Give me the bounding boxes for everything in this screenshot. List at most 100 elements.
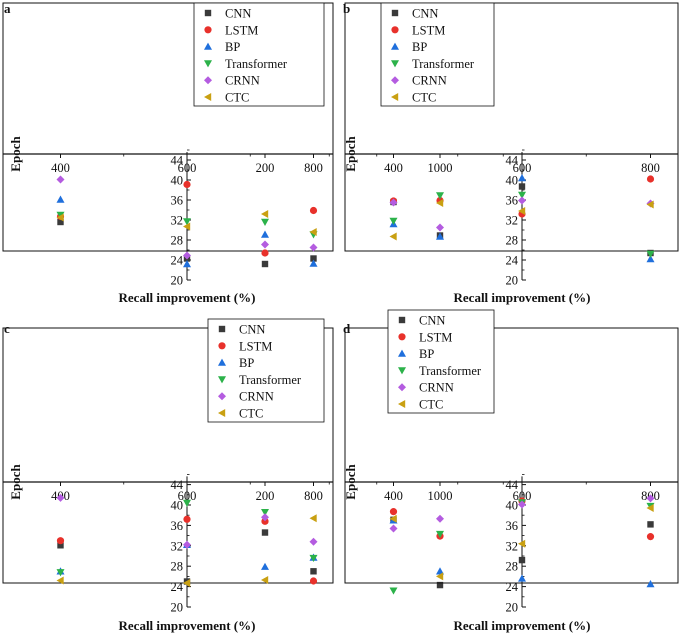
data-point	[56, 175, 65, 184]
data-point	[389, 587, 398, 595]
data-point	[261, 230, 269, 238]
series-cnn	[261, 183, 654, 268]
legend-label: CRNN	[412, 74, 447, 88]
legend: CNN LSTM BP Transformer CRNN CTC	[380, 2, 495, 107]
y-tick-label: 32	[506, 539, 519, 553]
series-transformer	[261, 499, 655, 595]
data-point	[261, 508, 269, 517]
data-point	[310, 568, 317, 575]
legend-box	[380, 2, 495, 107]
x-axis-title: Recall improvement (%)	[454, 618, 591, 633]
plot-frame	[2, 327, 334, 584]
x-tick-label: 600	[178, 489, 197, 503]
y-axis-title: Epoch	[8, 136, 23, 172]
legend-marker	[204, 9, 212, 17]
x-tick-label: 1000	[428, 161, 453, 175]
data-point	[183, 180, 191, 189]
y-tick-label: 44	[506, 478, 519, 492]
series-crnn	[56, 493, 444, 549]
y-tick-label: 24	[506, 580, 519, 594]
data-point	[518, 500, 526, 509]
data-point	[56, 213, 64, 222]
x-tick-label: 200	[256, 161, 275, 175]
data-point	[389, 524, 398, 533]
data-point	[56, 576, 64, 585]
data-point	[389, 508, 398, 516]
legend-label: CRNN	[225, 74, 260, 88]
series-ctc	[261, 504, 654, 584]
x-axis-title: Recall improvement (%)	[454, 290, 591, 305]
legend-marker	[398, 349, 406, 357]
legend-marker	[218, 325, 226, 333]
data-point	[646, 175, 655, 183]
y-tick-label: 40	[506, 174, 519, 188]
series-crnn	[56, 175, 444, 260]
x-axis-title: Recall improvement (%)	[119, 618, 256, 633]
panel-b: b 20 24 28 32 36 40 44 200 400 600 800 1000 Recall im…	[256, 1, 679, 305]
series-cnn	[57, 542, 444, 589]
x-tick-label: 200	[256, 489, 275, 503]
data-point	[646, 255, 655, 263]
data-point	[436, 199, 444, 207]
data-point	[183, 540, 191, 549]
y-tick-label: 40	[506, 499, 519, 513]
y-tick-label: 24	[506, 254, 519, 268]
legend-label: CTC	[412, 91, 436, 105]
legend-label: LSTM	[239, 339, 272, 353]
data-point	[57, 218, 64, 226]
legend-box	[193, 2, 325, 107]
plot-frame	[2, 2, 334, 252]
legend-marker	[391, 76, 399, 85]
data-point	[436, 530, 444, 539]
data-point	[389, 514, 397, 523]
data-point	[436, 232, 444, 240]
data-point	[261, 210, 269, 218]
legend-box	[387, 309, 495, 414]
data-point	[309, 537, 318, 546]
legend-marker	[398, 400, 406, 408]
legend-marker	[218, 358, 226, 366]
y-tick-label: 20	[171, 601, 184, 615]
data-point	[261, 575, 269, 584]
y-axis-title: Epoch	[343, 136, 358, 172]
legend-marker	[391, 42, 399, 50]
data-point	[309, 554, 318, 563]
y-tick-label: 28	[506, 234, 519, 248]
data-point	[646, 250, 655, 258]
legend-label: Transformer	[412, 57, 475, 71]
legend-label: CNN	[412, 7, 438, 21]
y-tick-label: 28	[171, 560, 184, 574]
data-point	[309, 259, 318, 267]
series-transformer	[261, 191, 655, 258]
series-ctc	[56, 514, 444, 588]
data-point	[309, 228, 317, 236]
series-bp	[261, 516, 655, 588]
legend-marker	[398, 316, 406, 324]
data-point	[183, 251, 191, 260]
data-point	[518, 183, 526, 190]
data-point	[518, 174, 526, 182]
legend-label: BP	[412, 40, 427, 54]
legend: CNN LSTM BP Transformer CRNN CTC	[193, 2, 325, 107]
legend: CNN LSTM BP Transformer CRNN CTC	[387, 309, 495, 414]
y-tick-label: 44	[171, 154, 184, 168]
legend-label: Transformer	[419, 364, 482, 378]
data-point	[183, 222, 191, 231]
legend-label: CTC	[419, 398, 443, 412]
y-tick-label: 44	[506, 154, 519, 168]
panel-d: d 20 24 28 32 36 40 44 200 400 600 800 1000 Recall im…	[256, 309, 679, 633]
legend-marker	[204, 76, 212, 85]
y-tick-label: 20	[506, 601, 519, 615]
data-point	[309, 514, 317, 523]
data-point	[646, 200, 654, 209]
x-tick-label: 400	[384, 161, 403, 175]
data-point	[56, 569, 65, 577]
series-crnn	[261, 196, 655, 249]
y-tick-label: 24	[171, 254, 184, 268]
legend-marker	[218, 342, 226, 350]
data-point	[261, 218, 269, 226]
legend-label: BP	[419, 347, 434, 361]
data-point	[518, 196, 526, 205]
series-transformer	[56, 192, 444, 239]
panel-label: d	[343, 321, 351, 336]
